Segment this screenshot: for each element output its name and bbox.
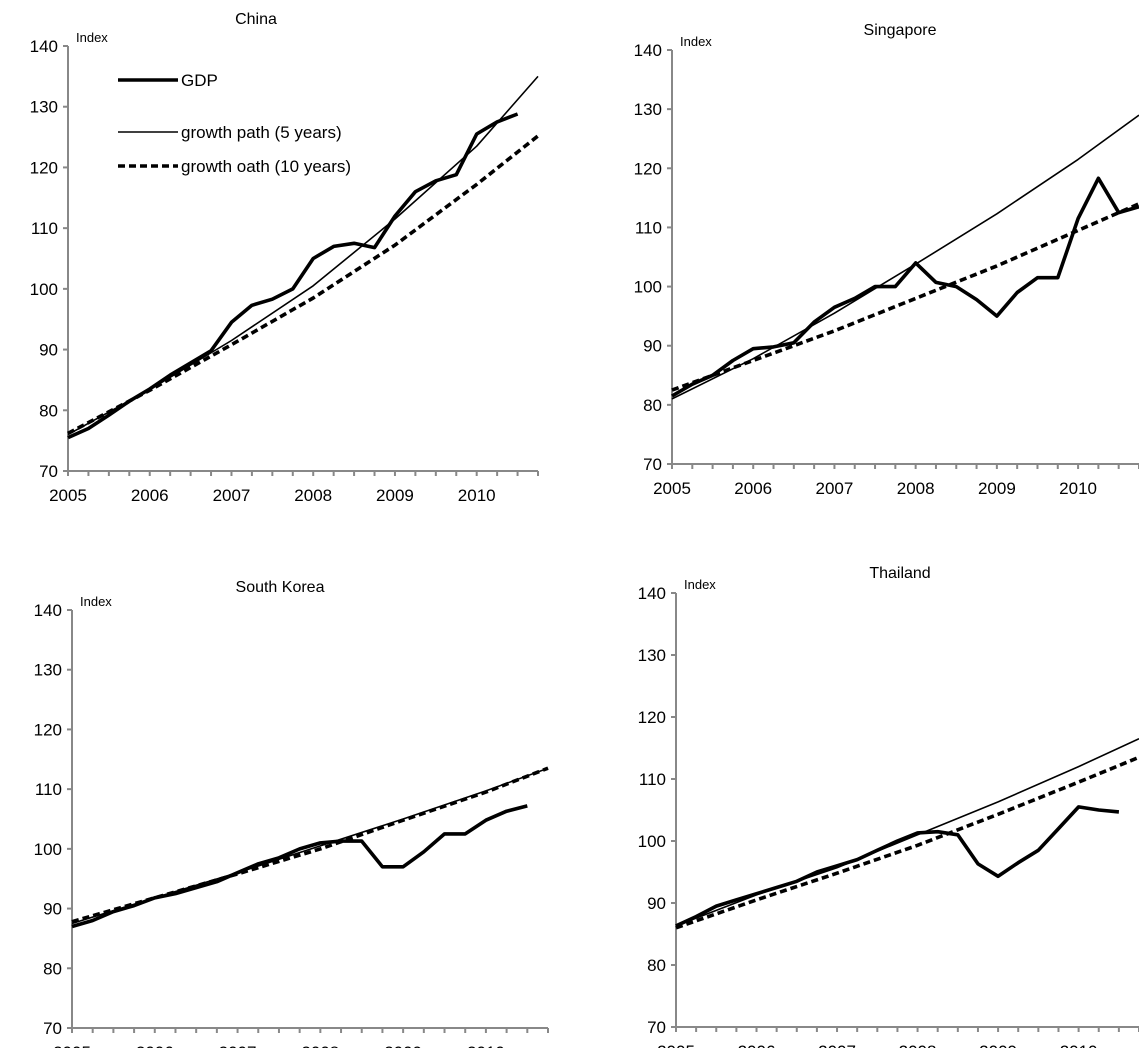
x-tick-label: 2010 <box>1059 479 1097 498</box>
y-tick-label: 100 <box>34 840 62 859</box>
chart-panel-china: 70 80 90 100 110 120 130 140 2005 2006 2007 2008 200… <box>30 11 540 505</box>
x-tick-label: 2008 <box>301 1043 339 1048</box>
y-tick-label: 70 <box>643 455 662 474</box>
x-tick-label: 2010 <box>458 486 496 505</box>
x-tick-label: 2007 <box>818 1042 856 1048</box>
y-tick-label: 120 <box>34 720 62 739</box>
chart-title: Thailand <box>869 565 930 582</box>
series-line-dashed <box>675 755 1139 930</box>
y-tick-label: 140 <box>34 601 62 620</box>
chart-title: Singapore <box>864 22 937 39</box>
x-tick-label: 2005 <box>657 1042 695 1048</box>
legend-item: GDP <box>118 71 218 90</box>
y-tick-label: 130 <box>30 98 58 117</box>
y-tick-label: 100 <box>638 832 666 851</box>
y-tick-label: 140 <box>638 584 666 603</box>
chart-panel-thailand: 70 80 90 100 110 120 130 140 2005 2006 2007 2008 200… <box>638 565 1139 1048</box>
x-tick-label: 2008 <box>294 486 332 505</box>
y-tick-label: 120 <box>30 158 58 177</box>
legend-item: growth path (5 years) <box>118 123 342 142</box>
y-tick-label: 80 <box>647 956 666 975</box>
y-tick-label: 80 <box>643 396 662 415</box>
y-tick-label: 110 <box>635 218 662 237</box>
y-tick-label: 110 <box>31 219 58 238</box>
y-axis-label: Index <box>684 577 716 592</box>
y-tick-label: 140 <box>634 41 662 60</box>
y-tick-label: 90 <box>43 900 62 919</box>
y-tick-label: 120 <box>638 708 666 727</box>
series-line-thick <box>671 176 1139 398</box>
y-tick-label: 80 <box>39 401 58 420</box>
legend: GDP growth path (5 years) growth oath (10 … <box>118 71 351 176</box>
y-axis-label: Index <box>680 34 712 49</box>
x-tick-label: 2007 <box>213 486 251 505</box>
x-tick-label: 2008 <box>899 1042 937 1048</box>
x-tick-label: 2010 <box>467 1043 505 1048</box>
x-tick-label: 2009 <box>384 1043 422 1048</box>
y-tick-label: 130 <box>634 100 662 119</box>
series-line-dashed <box>671 202 1139 392</box>
series-line-thick <box>71 804 528 929</box>
x-tick-label: 2009 <box>376 486 414 505</box>
x-tick-label: 2006 <box>738 1042 776 1048</box>
series-line-dashed <box>67 134 540 435</box>
y-tick-label: 90 <box>643 337 662 356</box>
chart-title: China <box>235 11 277 28</box>
legend-label: growth oath (10 years) <box>181 157 351 176</box>
y-tick-label: 70 <box>39 462 58 481</box>
y-tick-label: 100 <box>634 278 662 297</box>
x-tick-label: 2007 <box>816 479 854 498</box>
series-line-thick <box>675 805 1120 928</box>
x-tick-label: 2005 <box>49 486 87 505</box>
series-line-dashed <box>71 766 549 924</box>
x-tick-label: 2010 <box>1060 1042 1098 1048</box>
y-tick-label: 120 <box>634 159 662 178</box>
x-tick-label: 2005 <box>653 479 691 498</box>
y-tick-label: 90 <box>39 341 58 360</box>
legend-label: GDP <box>181 71 218 90</box>
x-tick-label: 2006 <box>136 1043 174 1048</box>
chart-panel-singapore: 70 80 90 100 110 120 130 140 2005 2006 2007 2008 200… <box>634 22 1139 498</box>
y-tick-label: 90 <box>647 894 666 913</box>
x-tick-label: 2009 <box>979 1042 1017 1048</box>
y-tick-label: 130 <box>638 646 666 665</box>
y-tick-label: 70 <box>647 1018 666 1037</box>
x-tick-label: 2006 <box>734 479 772 498</box>
chart-panel-south-korea: 70 80 90 100 110 120 130 140 2005 2006 2007 2008 200… <box>34 579 549 1048</box>
series-line-thick <box>67 112 519 440</box>
legend-item: growth oath (10 years) <box>118 157 351 176</box>
chart-title: South Korea <box>236 579 325 596</box>
x-tick-label: 2005 <box>53 1043 91 1048</box>
x-tick-label: 2006 <box>131 486 169 505</box>
legend-label: growth path (5 years) <box>181 123 342 142</box>
y-tick-label: 110 <box>35 780 62 799</box>
y-tick-label: 130 <box>34 661 62 680</box>
y-tick-label: 70 <box>43 1019 62 1038</box>
y-tick-label: 110 <box>639 770 666 789</box>
x-tick-label: 2009 <box>978 479 1016 498</box>
y-axis-label: Index <box>76 30 108 45</box>
y-tick-label: 140 <box>30 37 58 56</box>
x-tick-label: 2008 <box>897 479 935 498</box>
x-tick-label: 2007 <box>219 1043 257 1048</box>
y-tick-label: 100 <box>30 280 58 299</box>
y-axis-label: Index <box>80 594 112 609</box>
y-tick-label: 80 <box>43 959 62 978</box>
